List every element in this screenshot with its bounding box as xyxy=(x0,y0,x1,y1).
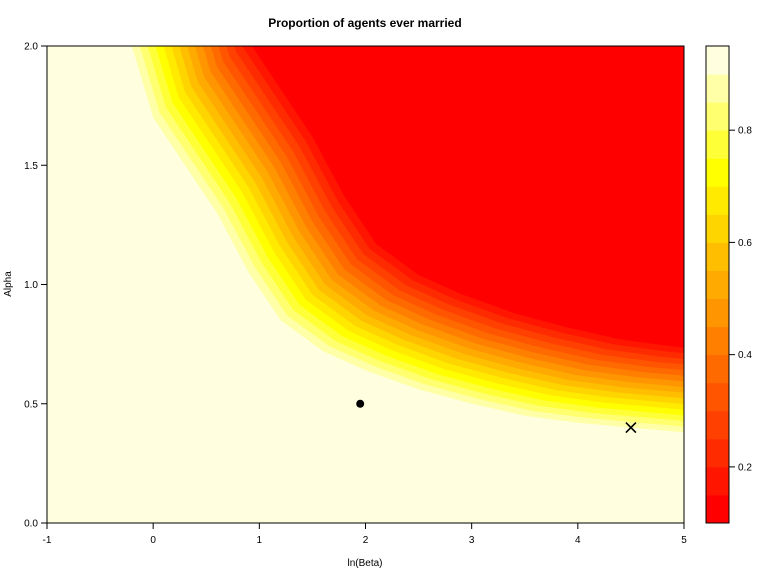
colorbar-band xyxy=(706,214,729,243)
point-marker-x xyxy=(625,422,637,434)
colorbar-band xyxy=(706,466,729,496)
colorbar-band xyxy=(706,158,729,187)
colorbar-band xyxy=(706,130,729,159)
colorbar-band xyxy=(706,438,729,468)
y-tick-label: 0.0 xyxy=(24,519,38,530)
colorbar-band xyxy=(706,74,729,103)
colorbar-band xyxy=(706,354,729,384)
colorbar-band xyxy=(706,242,729,271)
colorbar-axis: 0.2 0.4 0.6 0.8 xyxy=(729,126,752,473)
x-axis: -1 0 1 2 3 4 5 xyxy=(43,523,687,546)
x-tick-label: -1 xyxy=(43,535,52,546)
x-tick-label: 0 xyxy=(150,535,156,546)
colorbar-tick-label: 0.4 xyxy=(738,350,752,361)
x-tick-label: 4 xyxy=(575,535,581,546)
x-tick-label: 5 xyxy=(681,535,687,546)
colorbar xyxy=(706,46,729,524)
colorbar-band xyxy=(706,186,729,215)
colorbar-band xyxy=(706,494,729,524)
x-tick-label: 2 xyxy=(363,535,369,546)
y-tick-label: 2.0 xyxy=(24,42,38,53)
markers xyxy=(356,399,637,434)
colorbar-band xyxy=(706,270,729,300)
chart-title: Proportion of agents ever married xyxy=(268,16,461,30)
x-tick-label: 1 xyxy=(257,535,263,546)
y-tick-label: 0.5 xyxy=(24,399,38,410)
colorbar-band xyxy=(706,102,729,131)
colorbar-band xyxy=(706,382,729,412)
colorbar-tick-label: 0.6 xyxy=(738,238,752,249)
y-tick-label: 1.0 xyxy=(24,280,38,291)
x-tick-label: 3 xyxy=(469,535,475,546)
colorbar-band xyxy=(706,410,729,440)
colorbar-tick-label: 0.2 xyxy=(738,462,752,473)
colorbar-tick-label: 0.8 xyxy=(738,126,752,137)
point-marker-dot xyxy=(356,399,365,408)
colorbar-band xyxy=(706,46,729,75)
colorbar-band xyxy=(706,326,729,356)
y-axis-label: Alpha xyxy=(3,271,14,297)
y-axis: 0.0 0.5 1.0 1.5 2.0 xyxy=(24,42,47,530)
x-axis-label: ln(Beta) xyxy=(347,558,382,569)
contour-fill xyxy=(47,46,684,523)
colorbar-frame xyxy=(705,45,730,524)
y-tick-label: 1.5 xyxy=(24,161,38,172)
contour-band xyxy=(47,46,684,523)
colorbar-band xyxy=(706,298,729,328)
